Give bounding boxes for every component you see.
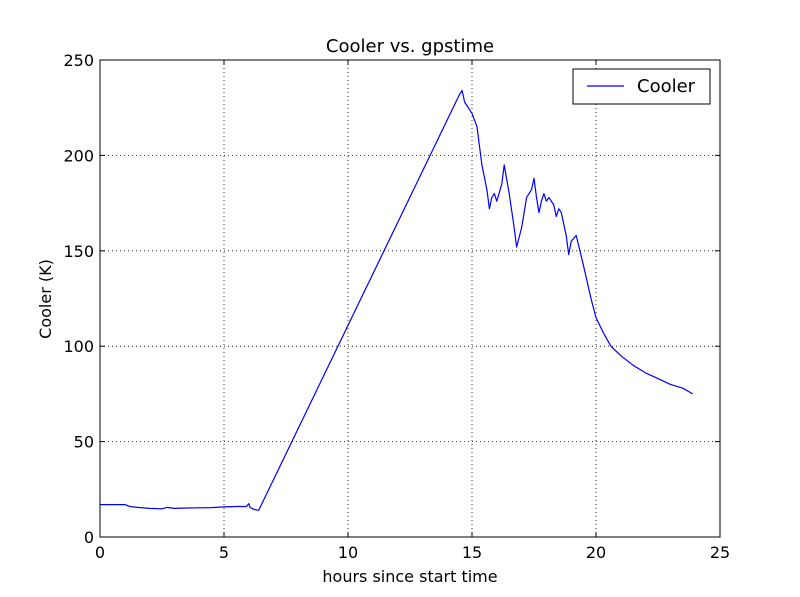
x-tick-label: 0 bbox=[95, 543, 105, 562]
x-axis-label: hours since start time bbox=[322, 567, 497, 586]
x-tick-label: 15 bbox=[462, 543, 482, 562]
x-tick-label: 20 bbox=[586, 543, 606, 562]
y-tick-label: 100 bbox=[63, 337, 94, 356]
y-tick-label: 200 bbox=[63, 146, 94, 165]
x-tick-label: 5 bbox=[219, 543, 229, 562]
series-cooler-line bbox=[100, 89, 693, 511]
y-axis-label: Cooler (K) bbox=[36, 259, 55, 339]
plot-area bbox=[100, 60, 720, 537]
x-tick-label: 25 bbox=[710, 543, 730, 562]
plot-frame bbox=[99, 59, 721, 538]
y-tick-label: 150 bbox=[63, 242, 94, 261]
x-tick-label: 10 bbox=[338, 543, 358, 562]
chart-title: Cooler vs. gpstime bbox=[326, 36, 494, 57]
legend-label-cooler: Cooler bbox=[637, 76, 696, 97]
axis-ticks bbox=[99, 59, 721, 538]
legend: Cooler bbox=[572, 68, 711, 105]
y-tick-label: 50 bbox=[74, 433, 94, 452]
y-tick-label: 250 bbox=[63, 51, 94, 70]
y-tick-label: 0 bbox=[84, 528, 94, 547]
